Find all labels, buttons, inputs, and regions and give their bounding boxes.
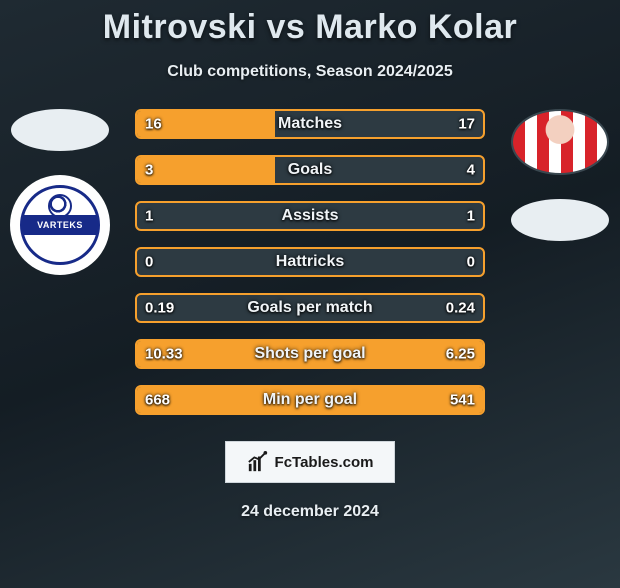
stat-value-right: 541 (450, 392, 475, 409)
stat-bar: 3 4 Goals (135, 155, 485, 185)
footer-brand[interactable]: FcTables.com (225, 441, 395, 483)
stat-value-left: 0 (145, 254, 153, 271)
player-right-club-placeholder (511, 199, 609, 241)
subtitle: Club competitions, Season 2024/2025 (0, 63, 620, 81)
stat-value-right: 4 (467, 162, 475, 179)
stat-bar: 16 17 Matches (135, 109, 485, 139)
stat-value-right: 17 (458, 116, 475, 133)
comparison-main: VARTEKS 16 17 Matches 3 4 Goals 1 1 Assists 0 0 Hat… (0, 109, 620, 415)
stat-label: Shots per goal (254, 345, 365, 363)
stat-label: Matches (278, 115, 342, 133)
stat-bar: 0 0 Hattricks (135, 247, 485, 277)
stat-bar: 668 541 Min per goal (135, 385, 485, 415)
stat-bar: 0.19 0.24 Goals per match (135, 293, 485, 323)
footer-brand-text: FcTables.com (275, 454, 374, 471)
stat-value-left: 0.19 (145, 300, 174, 317)
stat-value-left: 1 (145, 208, 153, 225)
stat-value-right: 1 (467, 208, 475, 225)
stat-value-right: 0 (467, 254, 475, 271)
stat-value-left: 668 (145, 392, 170, 409)
stat-bar: 10.33 6.25 Shots per goal (135, 339, 485, 369)
stat-label: Min per goal (263, 391, 357, 409)
club-logo-text: VARTEKS (23, 215, 97, 235)
page-title: Mitrovski vs Marko Kolar (0, 8, 620, 47)
stat-bar: 1 1 Assists (135, 201, 485, 231)
stat-value-right: 0.24 (446, 300, 475, 317)
stat-label: Assists (282, 207, 339, 225)
stat-value-left: 16 (145, 116, 162, 133)
stat-label: Goals (288, 161, 332, 179)
stat-value-left: 3 (145, 162, 153, 179)
fctables-icon (247, 451, 269, 473)
stat-bar-fill-left (137, 157, 275, 183)
left-player-column: VARTEKS (10, 109, 110, 275)
stat-value-left: 10.33 (145, 346, 183, 363)
player-right-avatar (511, 109, 609, 175)
stat-label: Hattricks (276, 253, 344, 271)
stat-value-right: 6.25 (446, 346, 475, 363)
date-text: 24 december 2024 (0, 503, 620, 521)
player-left-club-logo: VARTEKS (10, 175, 110, 275)
stats-bars: 16 17 Matches 3 4 Goals 1 1 Assists 0 0 Hattricks 0.… (135, 109, 485, 415)
right-player-column (510, 109, 610, 241)
player-left-avatar-placeholder (11, 109, 109, 151)
stat-label: Goals per match (247, 299, 372, 317)
